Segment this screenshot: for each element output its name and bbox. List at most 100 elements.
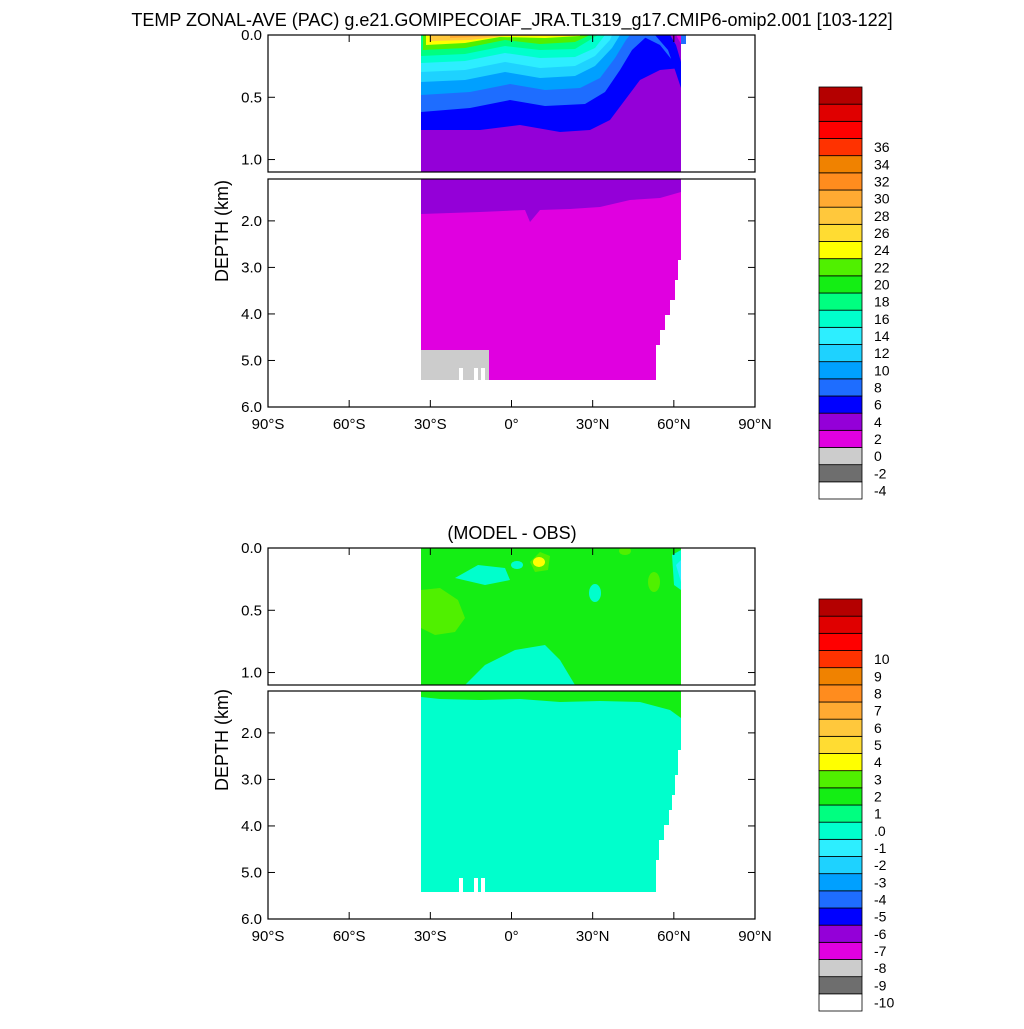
- colorbar-label: 2: [874, 788, 882, 804]
- colorbar-swatch: [818, 326, 863, 345]
- colorbar-label: -8: [874, 960, 887, 976]
- colorbar-swatch: [818, 838, 863, 857]
- colorbar-swatch: [818, 309, 863, 328]
- colorbar-label: -10: [874, 994, 894, 1010]
- y-tick-label: 6.0: [241, 911, 262, 928]
- colorbar-swatch: [818, 172, 863, 191]
- colorbar-swatch: [818, 378, 863, 397]
- colorbar-label: 32: [874, 173, 890, 189]
- colorbar-label: 4: [874, 754, 882, 770]
- colorbar-swatch: [818, 770, 863, 789]
- colorbar-swatch: [818, 258, 863, 277]
- colorbar-swatch: [818, 598, 863, 617]
- colorbar-label: 10: [874, 362, 890, 378]
- colorbar-label: 9: [874, 668, 882, 684]
- colorbar-label: 30: [874, 191, 890, 207]
- colorbar-label: 14: [874, 328, 890, 344]
- colorbar-swatch: [818, 856, 863, 875]
- colorbar-label: 6: [874, 397, 882, 413]
- colorbar-swatch: [818, 395, 863, 414]
- colorbar-swatch: [818, 103, 863, 122]
- y-tick-label: 3.0: [241, 771, 262, 788]
- colorbar-swatch: [818, 735, 863, 754]
- y-tick-label: 3.0: [241, 259, 262, 276]
- temp-ylabel: DEPTH (km): [212, 180, 232, 282]
- colorbar-swatch: [818, 993, 863, 1012]
- colorbar-swatch: [818, 361, 863, 380]
- diff-lower-field: [421, 691, 681, 892]
- colorbar-label: -2: [874, 465, 887, 481]
- colorbar-swatch: [818, 223, 863, 242]
- x-tick-label: 90°N: [738, 928, 772, 945]
- temp-panel: 90°S 60°S 30°S 0° 30°N 60°N 90°N 0.0 0.5 1.0 2.0 3.…: [212, 27, 772, 433]
- colorbar-swatch: [818, 615, 863, 634]
- figure-title: TEMP ZONAL-AVE (PAC) g.e21.GOMIPECOIAF_J…: [131, 10, 892, 31]
- colorbar-swatch: [818, 206, 863, 225]
- colorbar-swatch: [818, 753, 863, 772]
- y-tick-label: 0.5: [241, 602, 262, 619]
- colorbar-label: 36: [874, 139, 890, 155]
- colorbar-label: 3: [874, 771, 882, 787]
- colorbar-label: 34: [874, 156, 890, 172]
- colorbar-label: 2: [874, 431, 882, 447]
- x-tick-label: 90°S: [252, 928, 285, 945]
- colorbar-label: 8: [874, 379, 882, 395]
- colorbar-label: 20: [874, 276, 890, 292]
- colorbar-swatch: [818, 429, 863, 448]
- colorbar-label: 6: [874, 720, 882, 736]
- x-tick-label: 90°S: [252, 416, 285, 433]
- x-tick-label: 90°N: [738, 416, 772, 433]
- y-tick-label: 1.0: [241, 665, 262, 682]
- colorbar-swatch: [818, 821, 863, 840]
- colorbar-swatch: [818, 701, 863, 720]
- colorbar-swatch: [818, 275, 863, 294]
- colorbar-swatch: [818, 873, 863, 892]
- colorbar-label: -4: [874, 891, 887, 907]
- temp-axes: 90°S 60°S 30°S 0° 30°N 60°N 90°N 0.0 0.5 1.0 2.0 3.…: [241, 27, 772, 433]
- y-tick-label: 2.0: [241, 213, 262, 230]
- colorbar-swatch: [818, 292, 863, 311]
- diff-upper-field: [421, 548, 681, 685]
- colorbar-swatch: [818, 959, 863, 978]
- colorbar-swatch: [818, 976, 863, 995]
- colorbar-label: -6: [874, 926, 887, 942]
- y-tick-label: 5.0: [241, 864, 262, 881]
- colorbar-swatch: [818, 941, 863, 960]
- temp-lower-field: [421, 179, 681, 380]
- colorbar-label: 8: [874, 685, 882, 701]
- colorbar-swatch: [818, 890, 863, 909]
- x-tick-label: 60°N: [657, 416, 691, 433]
- diff-title: (MODEL - OBS): [447, 523, 576, 543]
- x-tick-label: 0°: [504, 416, 518, 433]
- y-tick-label: 0.0: [241, 27, 262, 44]
- colorbar-swatch: [818, 241, 863, 260]
- colorbar-swatch: [818, 667, 863, 686]
- colorbar-label: 26: [874, 225, 890, 241]
- y-tick-label: 4.0: [241, 818, 262, 835]
- diff-axes: 90°S 60°S 30°S 0° 30°N 60°N 90°N 0.0 0.5 1.0 2.0 3.…: [241, 540, 772, 945]
- x-tick-label: 60°S: [333, 416, 366, 433]
- colorbar-label: -9: [874, 977, 887, 993]
- colorbar-swatch: [818, 804, 863, 823]
- x-tick-label: 30°S: [414, 416, 447, 433]
- x-tick-label: 0°: [504, 928, 518, 945]
- y-tick-label: 2.0: [241, 725, 262, 742]
- colorbar-swatch: [818, 138, 863, 157]
- colorbar-swatch: [818, 120, 863, 139]
- colorbar-label: 4: [874, 414, 882, 430]
- x-tick-label: 60°N: [657, 928, 691, 945]
- diff-panel: (MODEL - OBS) 90°S 60°S 30°S 0° 30°N 60°N 90°N: [212, 523, 772, 945]
- diff-ylabel: DEPTH (km): [212, 689, 232, 791]
- y-tick-label: 6.0: [241, 399, 262, 416]
- colorbar-label: -7: [874, 943, 887, 959]
- colorbar-label: 22: [874, 259, 890, 275]
- colorbar-swatch: [818, 650, 863, 669]
- colorbar-label: 16: [874, 311, 890, 327]
- colorbar-swatch: [818, 155, 863, 174]
- colorbar-label: 28: [874, 208, 890, 224]
- colorbar-label: 1: [874, 806, 882, 822]
- colorbar-swatch: [818, 481, 863, 500]
- colorbar-swatch: [818, 86, 863, 105]
